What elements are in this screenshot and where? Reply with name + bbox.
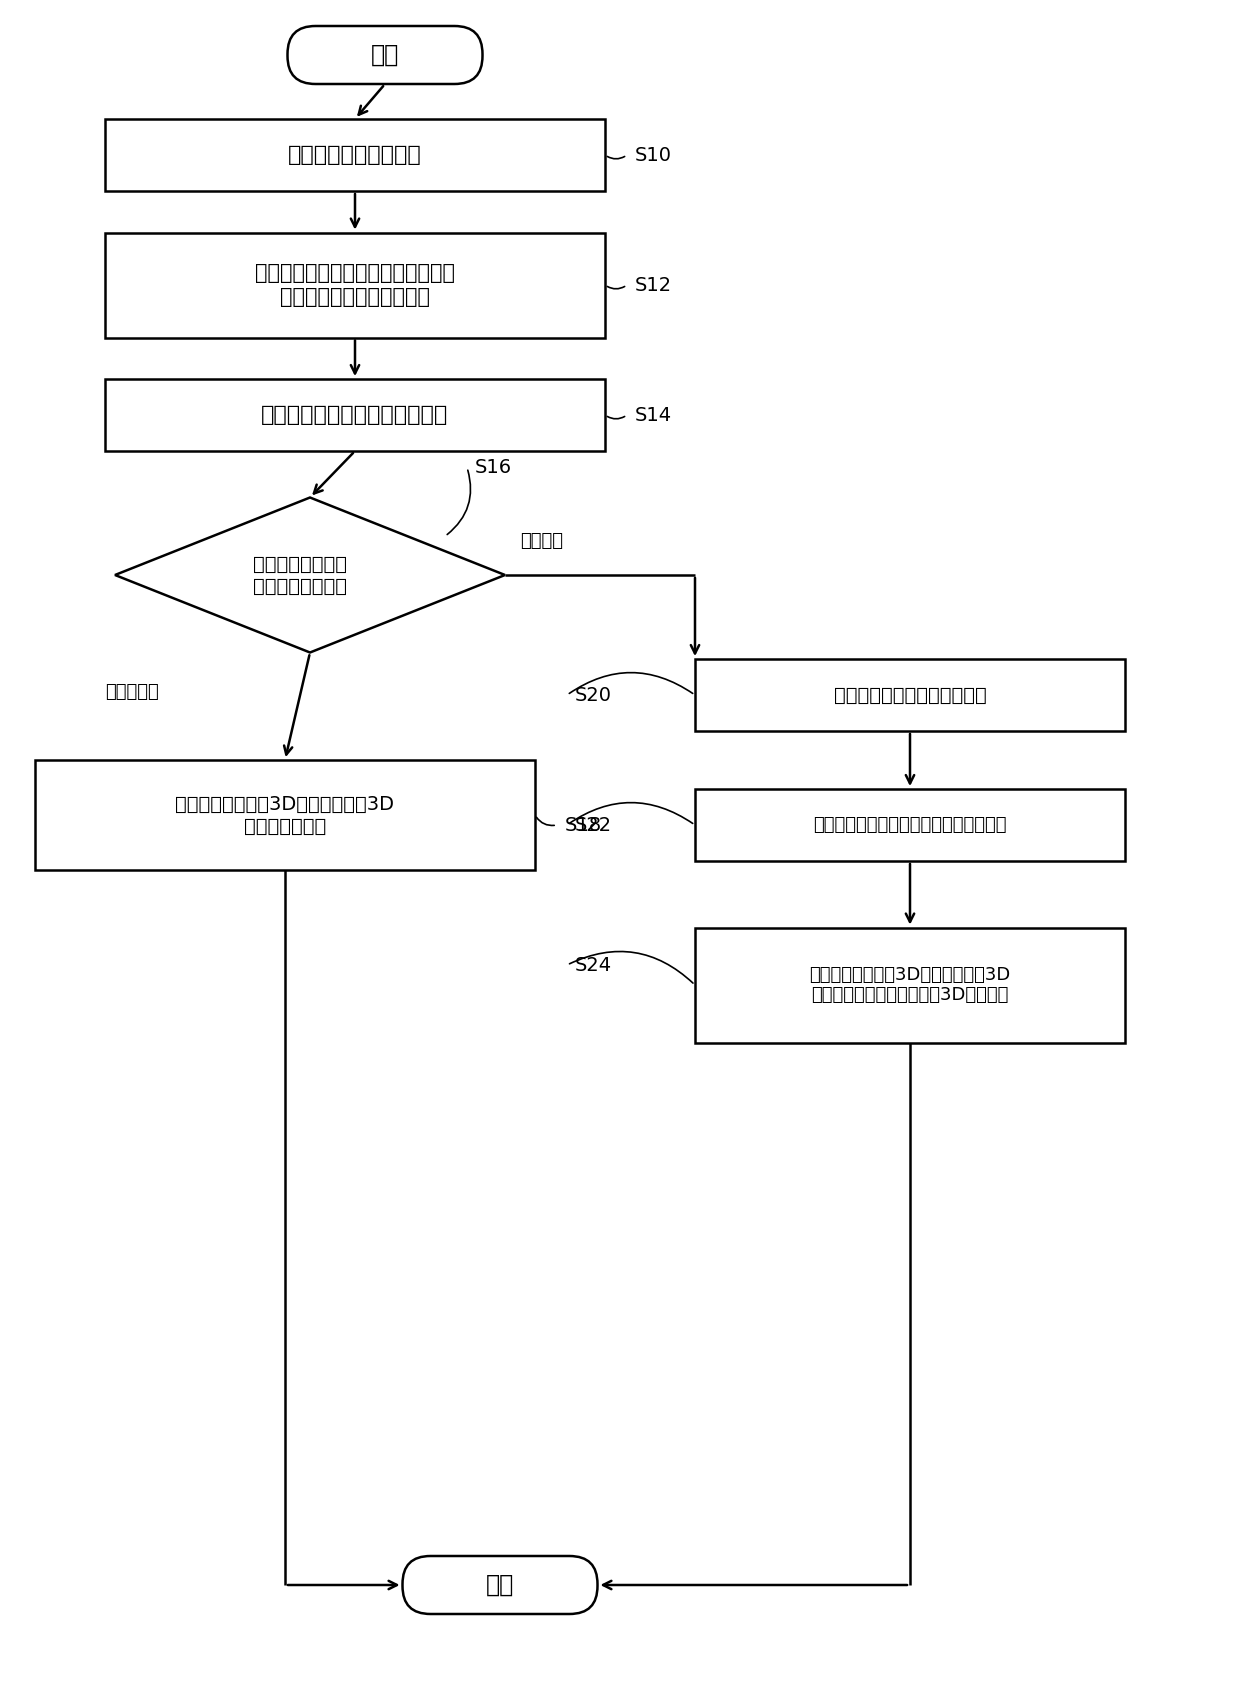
Text: S16: S16: [475, 458, 512, 477]
Text: S24: S24: [575, 955, 613, 974]
FancyBboxPatch shape: [105, 233, 605, 337]
Text: S18: S18: [565, 816, 603, 834]
Text: 图库指令: 图库指令: [520, 532, 563, 549]
FancyBboxPatch shape: [105, 379, 605, 452]
Text: S14: S14: [635, 406, 672, 425]
Text: S22: S22: [575, 816, 613, 834]
Text: 由语音辨识服务器接收文字指令: 由语音辨识服务器接收文字指令: [262, 404, 449, 425]
FancyBboxPatch shape: [694, 789, 1125, 861]
FancyBboxPatch shape: [403, 1555, 598, 1614]
FancyBboxPatch shape: [35, 760, 534, 869]
Text: 于图文件数据库中搜寻并下载特定图文件: 于图文件数据库中搜寻并下载特定图文件: [813, 816, 1007, 834]
Text: 应用程序接收语音指令: 应用程序接收语音指令: [288, 145, 422, 165]
Text: S10: S10: [635, 145, 672, 165]
Text: 传送图库指令至图文件数据库: 传送图库指令至图文件数据库: [833, 686, 986, 704]
FancyBboxPatch shape: [288, 25, 482, 84]
Text: 文字指令为图库指
令或打印机指令？: 文字指令为图库指 令或打印机指令？: [253, 554, 347, 595]
Text: 打印机指令: 打印机指令: [105, 682, 159, 701]
Text: 开始: 开始: [371, 44, 399, 67]
Text: S12: S12: [635, 276, 672, 295]
Text: 传送特定图文件至3D打印机，以令3D
打印机依据特定图文件执行3D打印动作: 传送特定图文件至3D打印机，以令3D 打印机依据特定图文件执行3D打印动作: [810, 966, 1011, 1004]
FancyBboxPatch shape: [105, 120, 605, 190]
Text: 结束: 结束: [486, 1574, 515, 1597]
Text: 传送打印机指令至3D打印机，以对3D
打印机进行控制: 传送打印机指令至3D打印机，以对3D 打印机进行控制: [176, 795, 394, 836]
Polygon shape: [115, 497, 505, 652]
Text: 传送语音指令至语音辨识服务器，以
将语音指令解析为文字指令: 传送语音指令至语音辨识服务器，以 将语音指令解析为文字指令: [255, 263, 455, 307]
FancyBboxPatch shape: [694, 659, 1125, 731]
FancyBboxPatch shape: [694, 927, 1125, 1043]
Text: S20: S20: [575, 686, 613, 704]
